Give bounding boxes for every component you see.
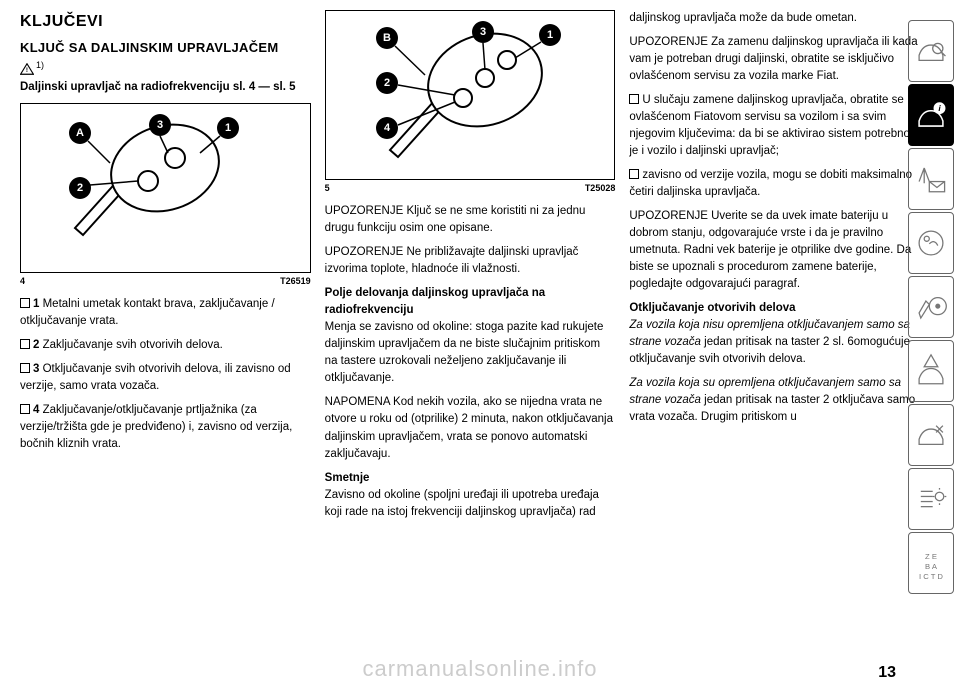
svg-text:!: ! <box>26 67 28 74</box>
c2-p1: UPOZORENJE Ključ se ne sme koristiti ni … <box>325 203 616 237</box>
sidebar-item-0[interactable] <box>908 20 954 82</box>
key-drawing-b: B 3 1 2 4 <box>355 20 585 170</box>
svg-text:B A: B A <box>925 562 938 571</box>
sidebar-item-7[interactable] <box>908 468 954 530</box>
figure-4: A 3 1 2 <box>20 103 311 273</box>
sidebar-item-5[interactable] <box>908 340 954 402</box>
sidebar-item-8[interactable]: Z EB AI C T D <box>908 532 954 594</box>
column-1: KLJUČEVI KLJUČ SA DALJINSKIM UPRAVLJAČEM… <box>20 10 311 630</box>
svg-text:2: 2 <box>384 77 390 89</box>
light-mail-icon <box>914 157 948 201</box>
sidebar-item-4[interactable] <box>908 276 954 338</box>
sidebar-item-1[interactable]: i <box>908 84 954 146</box>
c3-li1: U slučaju zamene daljinskog upravljača, … <box>629 92 920 160</box>
heading-smetnje: Smetnje <box>325 470 616 487</box>
svg-text:3: 3 <box>480 26 486 38</box>
svg-text:1: 1 <box>225 122 231 134</box>
page-columns: KLJUČEVI KLJUČ SA DALJINSKIM UPRAVLJAČEM… <box>20 10 920 630</box>
svg-text:1: 1 <box>547 29 553 41</box>
figure-5-caption: 5 T25028 <box>325 182 616 195</box>
car-wrench-icon <box>914 413 948 457</box>
svg-text:A: A <box>76 127 84 139</box>
warning-ref: ! 1) <box>20 59 311 79</box>
checkbox-icon <box>20 404 30 414</box>
c3-p3: UPOZORENJE Uverite se da uvek imate bate… <box>629 208 920 293</box>
airbag-icon <box>914 221 948 265</box>
c3-p2: UPOZORENJE Za zamenu daljinskog upravlja… <box>629 34 920 85</box>
c2-p4: NAPOMENA Kod nekih vozila, ako se nijedn… <box>325 394 616 462</box>
c2-p2: UPOZORENJE Ne približavajte daljinski up… <box>325 244 616 278</box>
warning-triangle-icon: ! <box>20 63 34 75</box>
item-3: 3 Otključavanje svih otvorivih delova, i… <box>20 361 311 395</box>
checkbox-icon <box>629 169 639 179</box>
c3-p1: daljinskog upravljača može da bude ometa… <box>629 10 920 27</box>
c2-p5: Zavisno od okoline (spoljni uređaji ili … <box>325 487 616 521</box>
sidebar-item-2[interactable] <box>908 148 954 210</box>
svg-text:2: 2 <box>77 182 83 194</box>
watermark: carmanualsonline.info <box>362 656 597 682</box>
heading-polje: Polje delovanja daljinskog upravljača na… <box>325 285 616 319</box>
svg-text:4: 4 <box>384 122 391 134</box>
checkbox-icon <box>20 298 30 308</box>
item-4: 4 Zaključavanje/otključavanje prtljažnik… <box>20 402 311 453</box>
c3-li2: zavisno od verzije vozila, mogu se dobit… <box>629 167 920 201</box>
item-2: 2 Zaključavanje svih otvorivih delova. <box>20 337 311 354</box>
svg-text:Z E: Z E <box>925 552 937 561</box>
item-1: 1 Metalni umetak kontakt brava, zaključa… <box>20 296 311 330</box>
gear-letters-icon: Z EB AI C T D <box>914 541 948 585</box>
heading-otkljucavanje: Otključavanje otvorivih delova <box>629 300 920 317</box>
figure-5: B 3 1 2 4 <box>325 10 616 180</box>
column-3: daljinskog upravljača može da bude ometa… <box>629 10 920 630</box>
key-wheel-icon <box>914 285 948 329</box>
c3-p5: Za vozila koja su opremljena otključavan… <box>629 375 920 426</box>
heading-kljucevi: KLJUČEVI <box>20 10 311 34</box>
key-drawing-a: A 3 1 2 <box>50 113 280 263</box>
intro-bold: Daljinski upravljač na radiofrekvenciju … <box>20 79 311 96</box>
page-number: 13 <box>878 664 896 682</box>
checkbox-icon <box>20 363 30 373</box>
column-2: B 3 1 2 4 5 T25028 UPOZORENJE Ključ se n… <box>325 10 616 630</box>
svg-text:B: B <box>383 32 391 44</box>
car-magnify-icon <box>914 29 948 73</box>
sidebar-item-3[interactable] <box>908 212 954 274</box>
list-gear-icon <box>914 477 948 521</box>
figure-4-caption: 4 T26519 <box>20 275 311 288</box>
car-warning-icon <box>914 349 948 393</box>
checkbox-icon <box>20 339 30 349</box>
checkbox-icon <box>629 94 639 104</box>
c3-p4: Za vozila koja nisu opremljena otključav… <box>629 317 920 368</box>
sidebar-item-6[interactable] <box>908 404 954 466</box>
heading-kljuc-daljinski: KLJUČ SA DALJINSKIM UPRAVLJAČEM <box>20 38 311 57</box>
svg-text:3: 3 <box>157 119 163 131</box>
c2-p3: Menja se zavisno od okoline: stoga pazit… <box>325 319 616 387</box>
car-info-icon: i <box>914 93 948 137</box>
svg-text:I C T D: I C T D <box>919 572 943 581</box>
section-sidebar: i Z EB AI C T D <box>908 20 954 594</box>
